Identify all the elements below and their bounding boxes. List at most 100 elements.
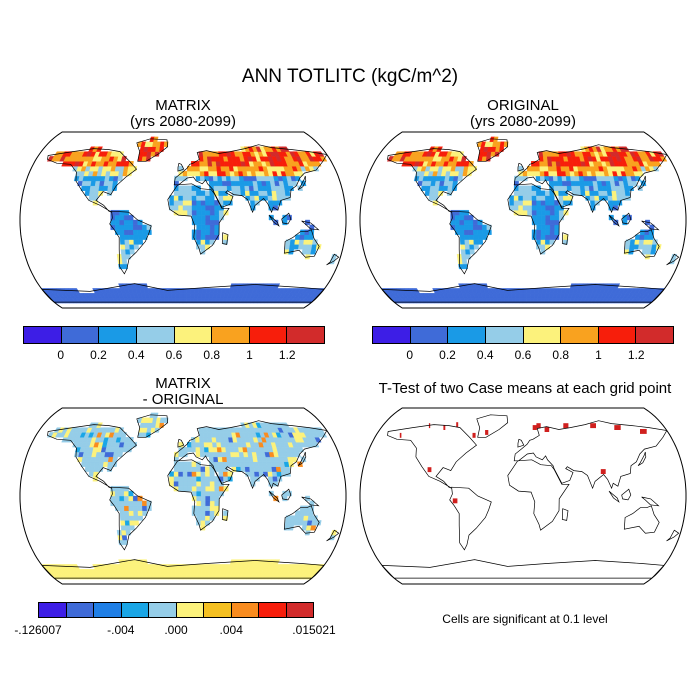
grid-cell [464,244,471,250]
grid-cell [454,210,461,216]
panel-title-matrix-line1: MATRIX [155,97,211,114]
grid-cell [536,210,542,216]
grid-cell [463,214,469,221]
grid-cell [472,224,479,230]
grid-cell [196,200,202,206]
colorbar-tick-label: .004 [219,623,243,637]
grid-cell [611,195,618,201]
significant-cell [544,427,550,432]
grid-cell [205,224,211,230]
grid-cell [531,166,537,172]
grid-cell [182,293,188,299]
grid-cell [182,446,188,453]
grid-cell [234,175,240,182]
grid-cell [536,229,542,235]
grid-cell [196,210,202,216]
grid-cell [199,446,205,453]
grid-cell [522,195,528,201]
grid-cell [540,210,546,216]
grid-cell [310,249,317,255]
coastline-madagascar [561,232,569,245]
grid-cell [218,486,224,492]
grid-cell [190,288,196,294]
grid-cell [280,466,286,472]
colorbar-swatch [560,327,598,343]
grid-cell [282,495,288,502]
grid-cell [220,442,226,448]
grid-cell [254,195,260,201]
grid-cell [558,195,564,201]
coastline-antarctica [41,283,325,303]
grid-cell [167,564,172,570]
coastline-borneo [621,212,632,225]
grid-cell [196,190,202,196]
coastline-antarctica [381,283,665,303]
grid-cell [191,205,197,211]
coastlines [381,138,680,303]
grid-cell [531,195,537,201]
grid-cell [163,293,169,299]
grid-cell [178,210,184,216]
grid-cell [503,288,508,294]
grid-cell [527,190,533,196]
map-border [359,131,687,309]
grid-cell [225,446,231,453]
grid-cell [556,170,563,177]
grid-cell [133,505,139,511]
grid-cell [187,481,193,487]
grid-cell [223,476,229,482]
coastline-uk [517,162,525,172]
grid-cell [119,490,125,497]
grid-cell [562,185,568,191]
grid-cell [303,510,310,516]
grid-cell [200,229,206,235]
grid-cell [607,195,613,201]
grid-cell [114,500,121,506]
grid-cell [169,200,175,206]
grid-cell [598,190,604,196]
grid-cell [178,461,184,467]
grid-cell [267,471,273,477]
grid-cell [272,476,278,482]
grid-cell [554,219,560,226]
grid-cell [639,229,646,235]
grid-cell [263,195,269,201]
grid-cell [428,195,435,201]
grid-cell [566,185,573,191]
grid-cell [607,200,614,206]
grid-cell [196,490,202,497]
grid-cell [119,510,125,516]
grid-cell [549,195,555,201]
grid-cell [606,190,613,196]
grid-cell [129,244,135,250]
grid-cell [203,161,209,167]
grid-cell [210,495,215,502]
grid-cell [209,200,215,206]
colorbar-swatch [211,327,249,343]
panel-title-matrix-line2: (yrs 2080-2099) [130,113,236,130]
panel-title-original-line2: (yrs 2080-2099) [470,113,576,130]
grid-cell [209,476,215,482]
grid-cell [187,486,193,492]
grid-cell [217,175,223,182]
colorbar-tick-label: 0.4 [476,348,494,362]
grid-cell [464,239,470,245]
grid-cell [239,185,246,191]
colorbar-original [372,326,674,344]
grid-cell [612,200,618,206]
grid-cell [597,185,604,191]
colorbar-tick-label: 1.2 [278,348,296,362]
coastline-eurasia [513,420,668,490]
grid-cell [209,510,215,516]
grid-cell [205,515,211,521]
grid-cell [244,190,251,196]
grid-cell [514,288,520,294]
grid-cell [209,486,215,492]
grid-cell [190,564,196,570]
grid-cell [549,224,555,230]
grid-cell [461,258,468,265]
grid-cell [182,205,188,211]
coastline-newGuinea [301,496,320,507]
grid-cell [522,200,528,206]
grid-cell [235,185,241,191]
